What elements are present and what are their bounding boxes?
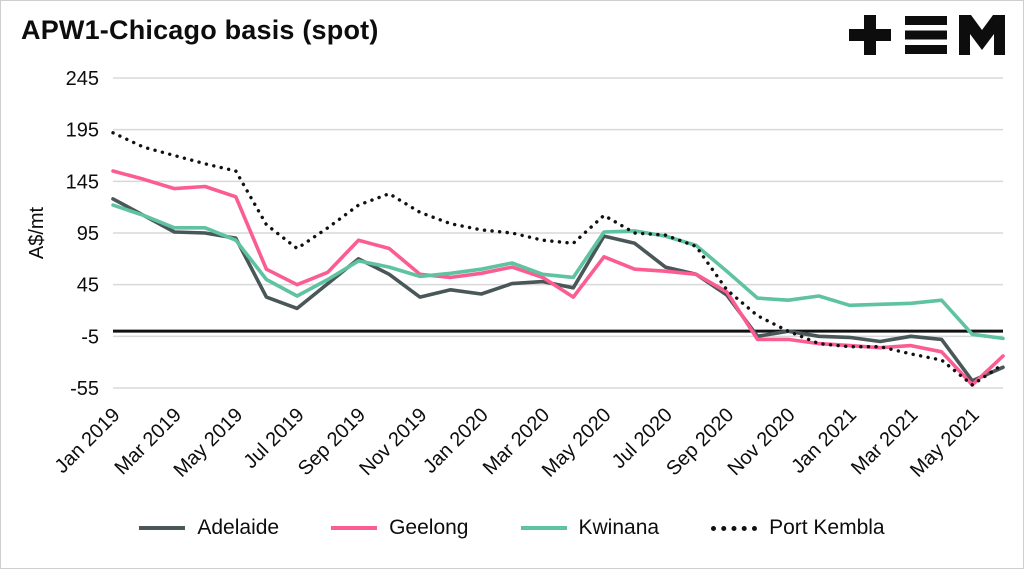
legend-item-kwinana: Kwinana xyxy=(520,516,660,540)
chart-header: APW1-Chicago basis (spot) xyxy=(1,1,1023,59)
y-tick-label: 245 xyxy=(66,68,99,90)
legend-label-kwinana: Kwinana xyxy=(578,516,660,539)
legend-item-port-kembla: Port Kembla xyxy=(711,516,885,540)
adelaide-line-swatch xyxy=(139,526,186,530)
port-kembla-line-swatch xyxy=(711,525,758,531)
chart-legend: Adelaide Geelong Kwinana Port Kembla xyxy=(1,506,1023,550)
y-tick-label: 145 xyxy=(66,171,99,193)
y-tick-label: 95 xyxy=(77,223,99,245)
series-line-kwinana xyxy=(111,203,1005,341)
y-axis-label: A$/mt xyxy=(26,206,48,259)
y-tick-label: -5 xyxy=(81,326,99,348)
series-line-adelaide xyxy=(111,197,1005,383)
x-tick-label: Nov 2020 xyxy=(724,404,800,480)
y-tick-label: 45 xyxy=(77,275,99,297)
x-tick-label: Nov 2019 xyxy=(355,404,431,480)
legend-label-adelaide: Adelaide xyxy=(197,516,280,539)
series-line-geelong xyxy=(111,169,1005,387)
y-tick-label: 195 xyxy=(66,120,99,142)
logo-m-icon xyxy=(959,15,1005,55)
geelong-line-swatch xyxy=(331,526,378,530)
kwinana-line-swatch xyxy=(520,526,567,530)
legend-label-port-kembla: Port Kembla xyxy=(769,516,885,539)
series-line-port-kembla xyxy=(111,131,1005,387)
y-tick-label: -55 xyxy=(70,378,99,400)
legend-item-adelaide: Adelaide xyxy=(139,516,279,540)
page-title: APW1-Chicago basis (spot) xyxy=(21,15,379,45)
tem-logo xyxy=(849,15,1005,55)
legend-label-geelong: Geelong xyxy=(389,516,469,539)
legend-item-geelong: Geelong xyxy=(331,516,469,540)
logo-bars-icon xyxy=(905,16,947,25)
